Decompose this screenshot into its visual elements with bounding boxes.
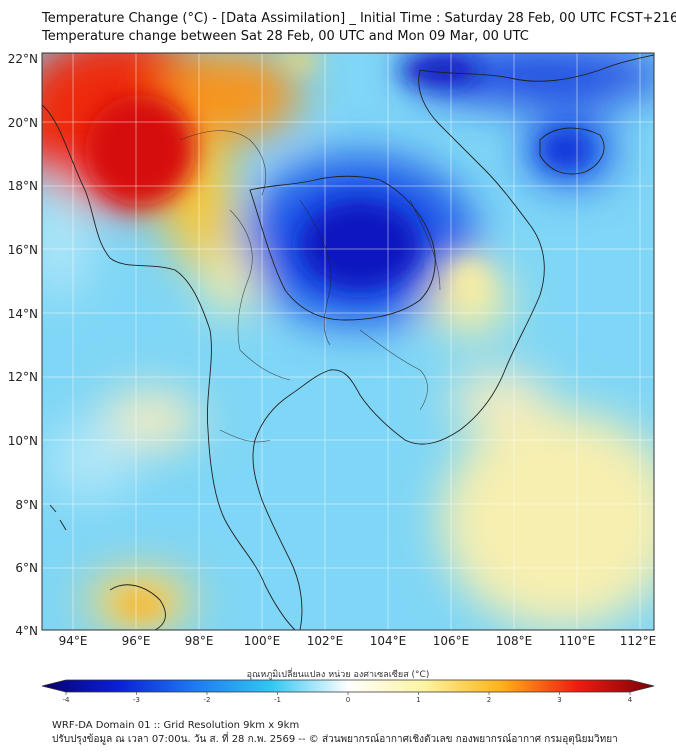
colorbar-tick-label: -2: [204, 696, 211, 704]
lon-label: 98°E: [185, 634, 214, 648]
lat-label: 18°N: [8, 179, 38, 193]
lon-label: 94°E: [59, 634, 88, 648]
colorbar-tick-label: -1: [274, 696, 281, 704]
colorbar: -4 -3 -2 -1 0 1 2 3 4: [41, 679, 655, 704]
longitude-axis: 94°E 96°E 98°E 100°E 102°E 104°E 106°E 1…: [59, 634, 657, 648]
lat-label: 8°N: [15, 498, 38, 512]
colorbar-ticks: [65, 692, 631, 695]
lon-label: 102°E: [307, 634, 344, 648]
lat-label: 16°N: [8, 243, 38, 257]
colorbar-tick-label: 4: [628, 696, 633, 704]
lat-label: 4°N: [15, 624, 38, 638]
lon-label: 110°E: [559, 634, 596, 648]
colorbar-tick-label: 1: [416, 696, 420, 704]
lon-label: 96°E: [122, 634, 151, 648]
map-title: Temperature Change (°C) - [Data Assimila…: [42, 11, 676, 26]
colorbar-tick-label: -4: [63, 696, 71, 704]
title-block: Temperature Change (°C) - [Data Assimila…: [42, 10, 676, 46]
colorbar-tick-label: -3: [133, 696, 140, 704]
graticule: [42, 53, 654, 630]
coastlines: [42, 54, 654, 630]
lat-label: 20°N: [8, 116, 38, 130]
lon-label: 108°E: [496, 634, 533, 648]
footer-credit: ปรับปรุงข้อมูล ณ เวลา 07:00น. วัน ส. ที่…: [52, 734, 618, 745]
borders: [179, 130, 441, 443]
map-frame: [41, 52, 655, 631]
colorbar-tick-label: 0: [346, 696, 350, 704]
lat-label: 12°N: [8, 370, 38, 384]
latitude-axis: 22°N 20°N 18°N 16°N 14°N 12°N 10°N 8°N 6…: [8, 52, 38, 638]
footer-model-info: WRF-DA Domain 01 :: Grid Resolution 9km …: [52, 720, 300, 731]
lat-label: 14°N: [8, 307, 38, 321]
lat-label: 6°N: [15, 561, 38, 575]
colorbar-title: อุณหภูมิเปลี่ยนแปลง หน่วย องศาเซลเซียส (…: [246, 670, 430, 680]
colorbar-tick-label: 2: [487, 696, 491, 704]
footer: WRF-DA Domain 01 :: Grid Resolution 9km …: [52, 719, 618, 747]
lon-label: 104°E: [370, 634, 407, 648]
lon-label: 106°E: [433, 634, 470, 648]
lon-label: 112°E: [620, 634, 657, 648]
lat-label: 22°N: [8, 52, 38, 66]
lon-label: 100°E: [244, 634, 281, 648]
colorbar-tick-label: 3: [557, 696, 561, 704]
lat-label: 10°N: [8, 434, 38, 448]
temperature-field: [42, 53, 654, 630]
map-subtitle: Temperature change between Sat 28 Feb, 0…: [42, 29, 529, 44]
colorbar-bar: [41, 679, 655, 693]
